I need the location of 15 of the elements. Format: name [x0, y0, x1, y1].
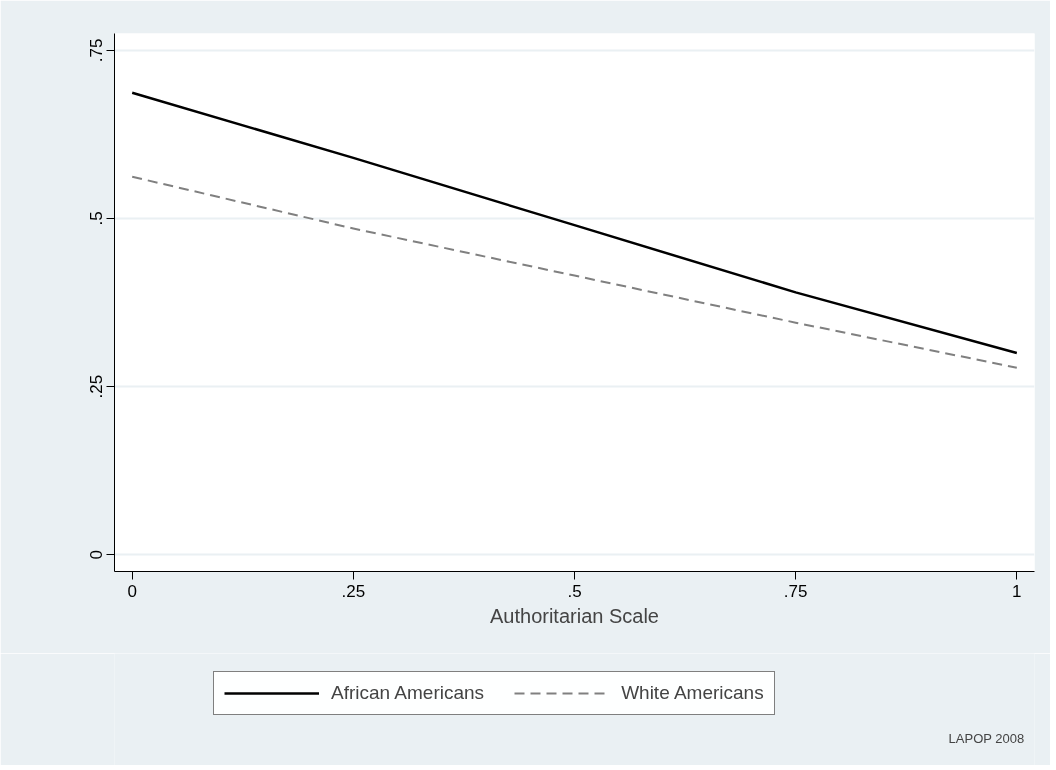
- y-tick-label: .75: [86, 38, 106, 63]
- x-tick-label: .75: [783, 581, 808, 601]
- x-tick-label: .5: [567, 581, 582, 601]
- x-tick-label: 0: [127, 581, 137, 601]
- line-series: [131, 175, 1018, 369]
- legend-label: White Americans: [621, 682, 764, 704]
- line-series: [130, 91, 1019, 355]
- legend-label: African Americans: [331, 682, 485, 704]
- x-axis-title: Authoritarian Scale: [490, 604, 659, 627]
- y-tick-label: .5: [86, 211, 106, 226]
- y-tick-label: .25: [86, 374, 106, 399]
- x-tick-label: .25: [341, 581, 366, 601]
- y-tick-label: 0: [86, 549, 106, 560]
- text: LAPOP 2008: [948, 730, 1025, 746]
- x-tick-label: 1: [1012, 581, 1022, 601]
